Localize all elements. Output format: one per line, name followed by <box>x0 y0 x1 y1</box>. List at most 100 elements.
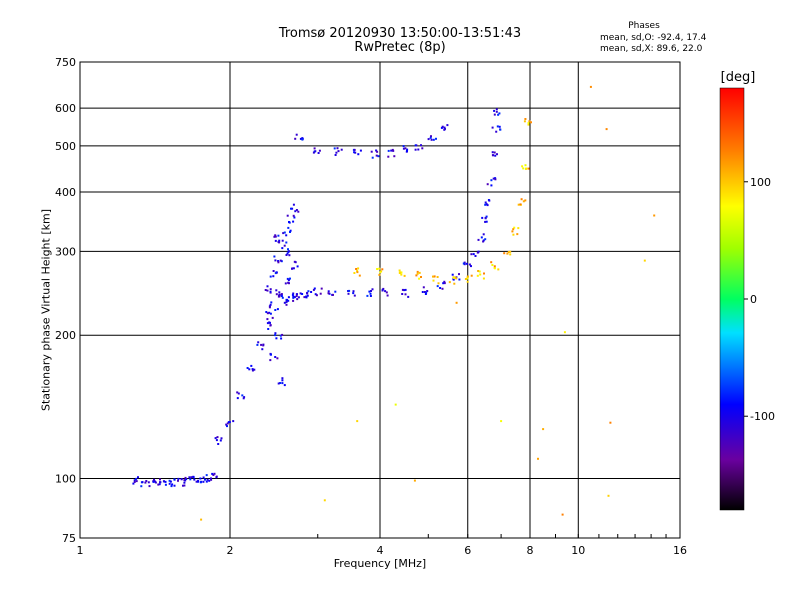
chart-subtitle: RwPretec (8p) <box>354 40 446 55</box>
data-point <box>262 343 265 346</box>
data-point <box>301 293 304 295</box>
data-point <box>484 201 487 204</box>
data-point <box>414 144 417 147</box>
data-point <box>269 324 272 327</box>
data-point <box>336 147 339 150</box>
data-point <box>369 295 372 297</box>
data-point <box>277 382 280 385</box>
data-point <box>435 137 437 140</box>
data-point <box>275 271 278 274</box>
data-point <box>497 268 500 271</box>
data-point <box>265 311 268 313</box>
data-point <box>440 126 443 129</box>
data-point <box>404 288 407 291</box>
data-point <box>269 275 272 278</box>
data-point <box>291 207 294 210</box>
x-tick-label: 16 <box>673 544 687 557</box>
data-point <box>270 353 272 356</box>
data-point <box>299 292 302 295</box>
data-point <box>281 379 284 382</box>
data-point <box>500 420 503 423</box>
data-point <box>293 216 296 219</box>
data-point <box>299 137 302 140</box>
data-point <box>184 476 187 479</box>
data-point <box>140 485 143 488</box>
data-point <box>393 155 396 158</box>
data-point <box>433 275 436 278</box>
data-point <box>403 289 406 292</box>
data-point <box>202 480 205 483</box>
data-point <box>152 480 155 483</box>
data-point <box>292 292 295 295</box>
data-point <box>527 123 530 126</box>
data-point <box>270 301 273 304</box>
data-point <box>295 295 298 298</box>
data-point <box>312 151 315 154</box>
data-point <box>281 377 284 380</box>
data-point <box>476 274 479 277</box>
data-point <box>496 153 498 156</box>
colorbar-tick-label: -100 <box>750 410 775 423</box>
data-point <box>494 177 497 180</box>
data-point <box>436 276 439 278</box>
data-point <box>522 167 525 170</box>
data-point <box>379 271 382 274</box>
data-point <box>406 148 409 151</box>
x-tick-label: 1 <box>77 544 84 557</box>
x-tick-label: 10 <box>571 544 585 557</box>
data-point <box>488 199 491 202</box>
data-point <box>455 276 458 279</box>
data-point <box>401 293 404 295</box>
data-point <box>443 126 446 129</box>
data-point <box>281 382 284 385</box>
data-point <box>269 290 272 293</box>
data-point <box>280 260 283 263</box>
data-point <box>294 261 297 264</box>
data-point <box>204 478 206 481</box>
data-point <box>418 271 421 274</box>
data-point <box>455 277 458 280</box>
data-point <box>180 478 183 481</box>
data-point <box>205 474 208 477</box>
data-point <box>491 151 494 154</box>
data-point <box>301 138 304 141</box>
data-point <box>519 203 522 206</box>
data-point <box>269 321 271 324</box>
x-tick-label: 8 <box>527 544 534 557</box>
data-point <box>524 199 527 202</box>
data-point <box>376 150 379 153</box>
data-point <box>192 475 195 478</box>
data-point <box>484 216 487 219</box>
data-point <box>284 282 287 285</box>
data-point <box>135 480 138 483</box>
data-point <box>305 296 308 299</box>
data-point <box>375 149 378 152</box>
y-tick-label: 400 <box>55 186 76 199</box>
data-point <box>278 293 281 296</box>
data-point <box>353 151 356 154</box>
data-point <box>517 227 520 230</box>
data-point <box>327 290 330 293</box>
data-point <box>524 168 527 170</box>
data-point <box>283 244 286 247</box>
data-point <box>184 479 187 482</box>
data-point <box>528 120 531 123</box>
data-point <box>323 499 326 502</box>
data-point <box>358 274 361 277</box>
data-point <box>499 128 502 131</box>
data-point <box>370 290 372 292</box>
data-point <box>210 477 212 480</box>
data-point <box>243 396 246 399</box>
data-point <box>274 332 277 335</box>
data-point <box>289 277 291 280</box>
data-point <box>387 149 390 152</box>
data-point <box>333 147 336 150</box>
data-point <box>356 269 359 272</box>
data-point <box>424 291 426 293</box>
data-point <box>491 126 494 129</box>
data-point <box>271 316 274 319</box>
data-point <box>401 288 404 291</box>
data-point <box>164 480 167 483</box>
data-point <box>512 228 515 231</box>
